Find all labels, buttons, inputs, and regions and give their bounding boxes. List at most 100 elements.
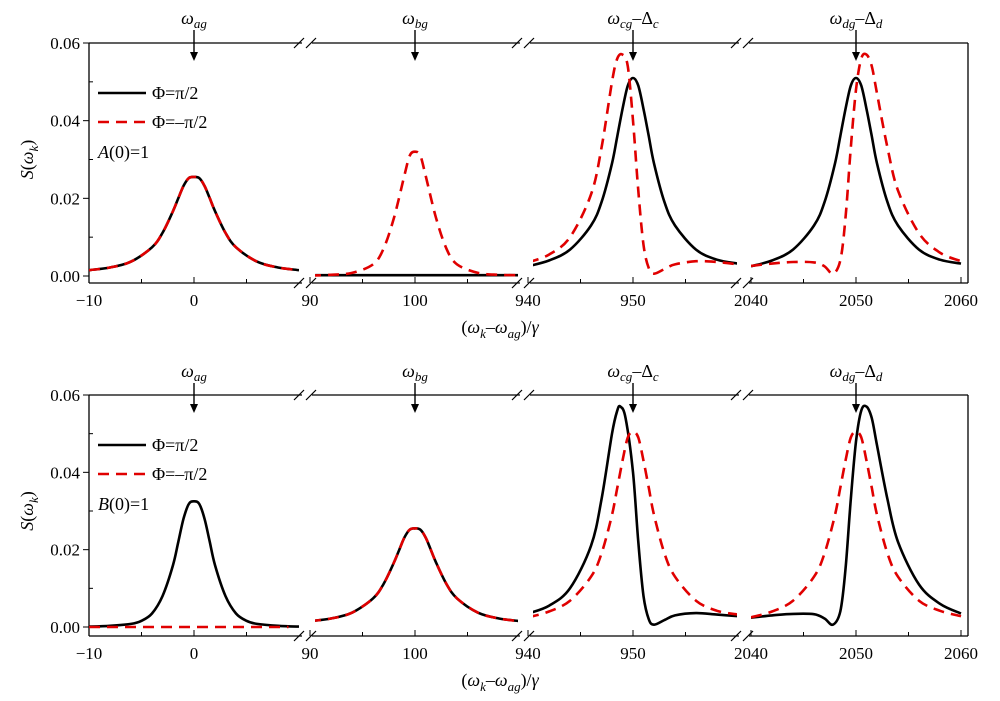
x-label-sub1: k	[480, 326, 486, 341]
y-label-omega: ω	[17, 152, 37, 165]
legend-label-phi-minus: Φ=–π/2	[152, 464, 207, 484]
peak-label-sub: cg	[620, 16, 633, 31]
y-label-omega: ω	[17, 503, 37, 516]
series-line-phi-plus	[533, 404, 737, 626]
axis-break-gap	[739, 393, 749, 397]
y-label-s: S	[17, 170, 37, 179]
annotation-value: (0)=1	[109, 142, 149, 163]
axis-break-mark	[305, 37, 317, 49]
peak-label-sub: bg	[415, 369, 429, 384]
series-line-phi-plus	[315, 527, 518, 623]
series-line-phi-plus	[89, 499, 299, 628]
arrow-down-icon	[190, 404, 198, 413]
axis-break-mark	[293, 37, 305, 49]
peak-label-sub: bg	[415, 16, 429, 31]
axis-break-mark	[742, 389, 754, 401]
peak-marker-label: ωdg–Δd	[830, 8, 883, 31]
x-label-gamma: γ	[532, 670, 540, 690]
series-line-phi-minus	[751, 52, 962, 276]
series-line-phi-minus	[315, 527, 518, 623]
y-label-close: )	[17, 140, 38, 146]
x-tick-label: 0	[190, 644, 199, 663]
peak-label-delta: –Δ	[854, 361, 876, 381]
arrow-down-icon	[411, 52, 419, 61]
peak-label-sub: dg	[842, 16, 856, 31]
series-line-phi-plus	[89, 175, 299, 272]
y-label-sub: k	[26, 497, 41, 503]
axis-break-mark	[305, 389, 317, 401]
x-tick-label: 90	[302, 291, 319, 310]
x-tick-label: −10	[76, 644, 103, 663]
series-line-phi-minus	[533, 52, 737, 275]
axis-break-mark	[523, 389, 535, 401]
axis-break-mark	[511, 37, 523, 49]
x-label-gamma: γ	[532, 317, 540, 337]
annotation-symbol: B	[98, 494, 109, 514]
x-label-open: (	[461, 317, 467, 338]
peak-label-delta-sub: c	[653, 369, 659, 384]
y-tick-label: 0.06	[50, 34, 80, 53]
segment-0: −10 0 ωag	[76, 361, 299, 663]
peak-marker-label: ωcg–Δc	[607, 8, 659, 31]
y-label-paren: (	[17, 164, 38, 170]
axis-break-mark	[523, 630, 535, 642]
x-tick-label: 2040	[734, 644, 768, 663]
peak-marker-label: ωbg	[402, 361, 428, 384]
peak-marker-label: ωcg–Δc	[607, 361, 659, 384]
arrow-down-icon	[411, 404, 419, 413]
axis-break-mark	[742, 37, 754, 49]
series-line-phi-plus	[533, 76, 737, 267]
peak-label-delta: –Δ	[854, 8, 876, 28]
y-tick-label: 0.06	[50, 386, 80, 405]
axis-break-gap	[302, 41, 312, 45]
arrow-down-icon	[629, 52, 637, 61]
peak-label-omega: ω	[830, 8, 843, 28]
y-label-s: S	[17, 522, 37, 531]
y-tick-label: 0.02	[50, 541, 80, 560]
annotation-symbol: A	[97, 142, 110, 162]
series-line-phi-plus	[751, 76, 962, 268]
x-label-close: )/	[521, 670, 532, 691]
segment-3: 2040 2050 2060 ωdg–Δd	[734, 8, 978, 310]
axis-break-mark	[730, 277, 742, 289]
x-tick-label: 940	[515, 644, 541, 663]
axis-break-gap	[302, 393, 312, 397]
x-tick-label: 2050	[839, 291, 873, 310]
segment-1: 90 100 ωbg	[302, 8, 518, 310]
peak-label-delta-sub: d	[876, 369, 883, 384]
x-label-sub2: ag	[508, 679, 522, 694]
peak-label-omega: ω	[607, 361, 620, 381]
x-tick-label: 940	[515, 291, 541, 310]
axis-break-mark	[730, 630, 742, 642]
peak-label-sub: ag	[194, 369, 208, 384]
x-tick-label: 0	[190, 291, 199, 310]
x-label-sub2: ag	[508, 326, 522, 341]
peak-label-delta-sub: d	[876, 16, 883, 31]
peak-label-delta: –Δ	[631, 8, 653, 28]
x-tick-label: −10	[76, 291, 103, 310]
y-label-close: )	[17, 491, 38, 497]
x-tick-label: 950	[620, 291, 646, 310]
legend-label-phi-plus: Φ=π/2	[152, 435, 198, 455]
series-line-phi-minus	[751, 430, 962, 619]
axis-break-gap	[520, 41, 530, 45]
series-line-phi-plus	[751, 404, 962, 627]
y-tick-label: 0.02	[50, 189, 80, 208]
x-axis-label: (ωk–ωag)/γ	[461, 670, 539, 694]
legend-label-phi-plus: Φ=π/2	[152, 83, 198, 103]
x-axis-label: (ωk–ωag)/γ	[461, 317, 539, 341]
segment-1: 90 100 ωbg	[302, 361, 518, 663]
x-label-omega2: ω	[495, 317, 508, 337]
legend: Φ=π/2 Φ=–π/2	[98, 83, 207, 132]
peak-label-omega: ω	[830, 361, 843, 381]
peak-label-sub: ag	[194, 16, 208, 31]
peak-label-delta: –Δ	[631, 361, 653, 381]
x-label-minus: –	[485, 317, 496, 337]
segment-0: −10 0 ωag	[76, 8, 299, 310]
peak-label-delta-sub: c	[653, 16, 659, 31]
x-label-minus: –	[485, 670, 496, 690]
y-label-sub: k	[26, 146, 41, 152]
axis-break-mark	[511, 277, 523, 289]
peak-label-omega: ω	[181, 8, 194, 28]
x-tick-label: 100	[402, 291, 428, 310]
